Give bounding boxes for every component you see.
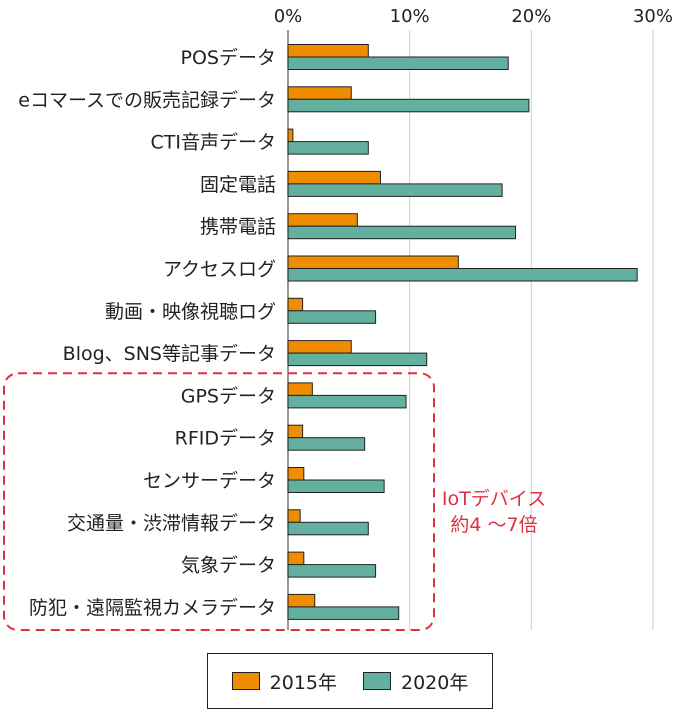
bar-2020 bbox=[287, 141, 369, 155]
legend-swatch-2020 bbox=[363, 672, 391, 690]
bar-2020 bbox=[287, 564, 377, 578]
bar-2020 bbox=[287, 479, 385, 493]
legend-label-2020: 2020年 bbox=[401, 671, 469, 694]
category-label: GPSデータ bbox=[181, 385, 276, 407]
bar-2015 bbox=[287, 509, 301, 523]
bar-2020 bbox=[287, 183, 503, 197]
category-label: POSデータ bbox=[181, 47, 276, 69]
bar-2015 bbox=[287, 382, 313, 396]
category-label: CTI音声データ bbox=[151, 132, 276, 154]
bar-2015 bbox=[287, 128, 294, 143]
legend-swatch-2015 bbox=[231, 672, 260, 690]
annotation-line-1: 約4 ～7倍 bbox=[450, 514, 537, 536]
category-label: Blog、SNS等記事データ bbox=[63, 343, 276, 365]
category-labels: POSデータ eコマースでの販売記録データ CTI音声データ固定電話携帯電話アクセス… bbox=[18, 47, 276, 619]
bar-2015 bbox=[287, 170, 381, 185]
grid-layer bbox=[287, 30, 654, 630]
category-label: アクセスログ bbox=[163, 259, 276, 281]
category-label: 固定電話 bbox=[200, 174, 276, 196]
bar-2015 bbox=[287, 213, 358, 227]
bars bbox=[287, 44, 638, 620]
legend-label-2015: 2015年 bbox=[269, 671, 337, 694]
bar-2020 bbox=[287, 606, 400, 620]
bar-2020 bbox=[287, 394, 407, 409]
legend-item-2020: 2020年 bbox=[363, 668, 468, 695]
bar-2015 bbox=[287, 551, 305, 566]
x-tick-label-20: 20% bbox=[511, 6, 551, 27]
category-label: 交通量・渋滞情報データ bbox=[67, 512, 276, 534]
x-tick-labels: 0% 10% 20% 30% bbox=[274, 6, 673, 27]
category-label: eコマースでの販売記録データ bbox=[18, 89, 276, 111]
bar-2020 bbox=[287, 437, 366, 451]
iot-highlight bbox=[3, 372, 435, 632]
bar-2015 bbox=[287, 255, 459, 269]
bar-chart: 0% 10% 20% 30% POSデータ eコマースでの販売記録データ CTI音声データ… bbox=[3, 6, 673, 632]
bar-2020 bbox=[287, 225, 517, 240]
bar-2015 bbox=[287, 44, 369, 58]
annotation-line-0: IoTデバイス bbox=[442, 488, 546, 510]
legend: 2015年 2020年 bbox=[207, 653, 493, 709]
bar-2020 bbox=[287, 268, 638, 282]
category-label: 気象データ bbox=[181, 555, 276, 577]
legend-item-2015: 2015年 bbox=[231, 668, 337, 695]
x-tick-label-30: 30% bbox=[633, 6, 673, 27]
bar-2015 bbox=[287, 467, 305, 481]
bar-2015 bbox=[287, 340, 352, 354]
bar-2015 bbox=[287, 424, 304, 439]
category-label: RFIDデータ bbox=[175, 428, 276, 450]
bar-2015 bbox=[287, 297, 304, 312]
highlight-box bbox=[3, 372, 435, 632]
bar-2020 bbox=[287, 56, 509, 70]
bar-2015 bbox=[287, 593, 316, 608]
bar-2020 bbox=[287, 352, 428, 367]
x-tick-label-10: 10% bbox=[390, 6, 430, 27]
bar-2020 bbox=[287, 310, 377, 324]
bar-2015 bbox=[287, 86, 352, 100]
bar-2020 bbox=[287, 98, 530, 113]
category-label: 動画・映像視聴ログ bbox=[105, 301, 276, 323]
category-label: 防犯・遠隔監視カメラデータ bbox=[29, 597, 276, 619]
category-label: センサーデータ bbox=[143, 470, 276, 492]
category-label: 携帯電話 bbox=[200, 216, 276, 238]
x-tick-label-0: 0% bbox=[274, 6, 303, 27]
bar-2020 bbox=[287, 521, 369, 536]
